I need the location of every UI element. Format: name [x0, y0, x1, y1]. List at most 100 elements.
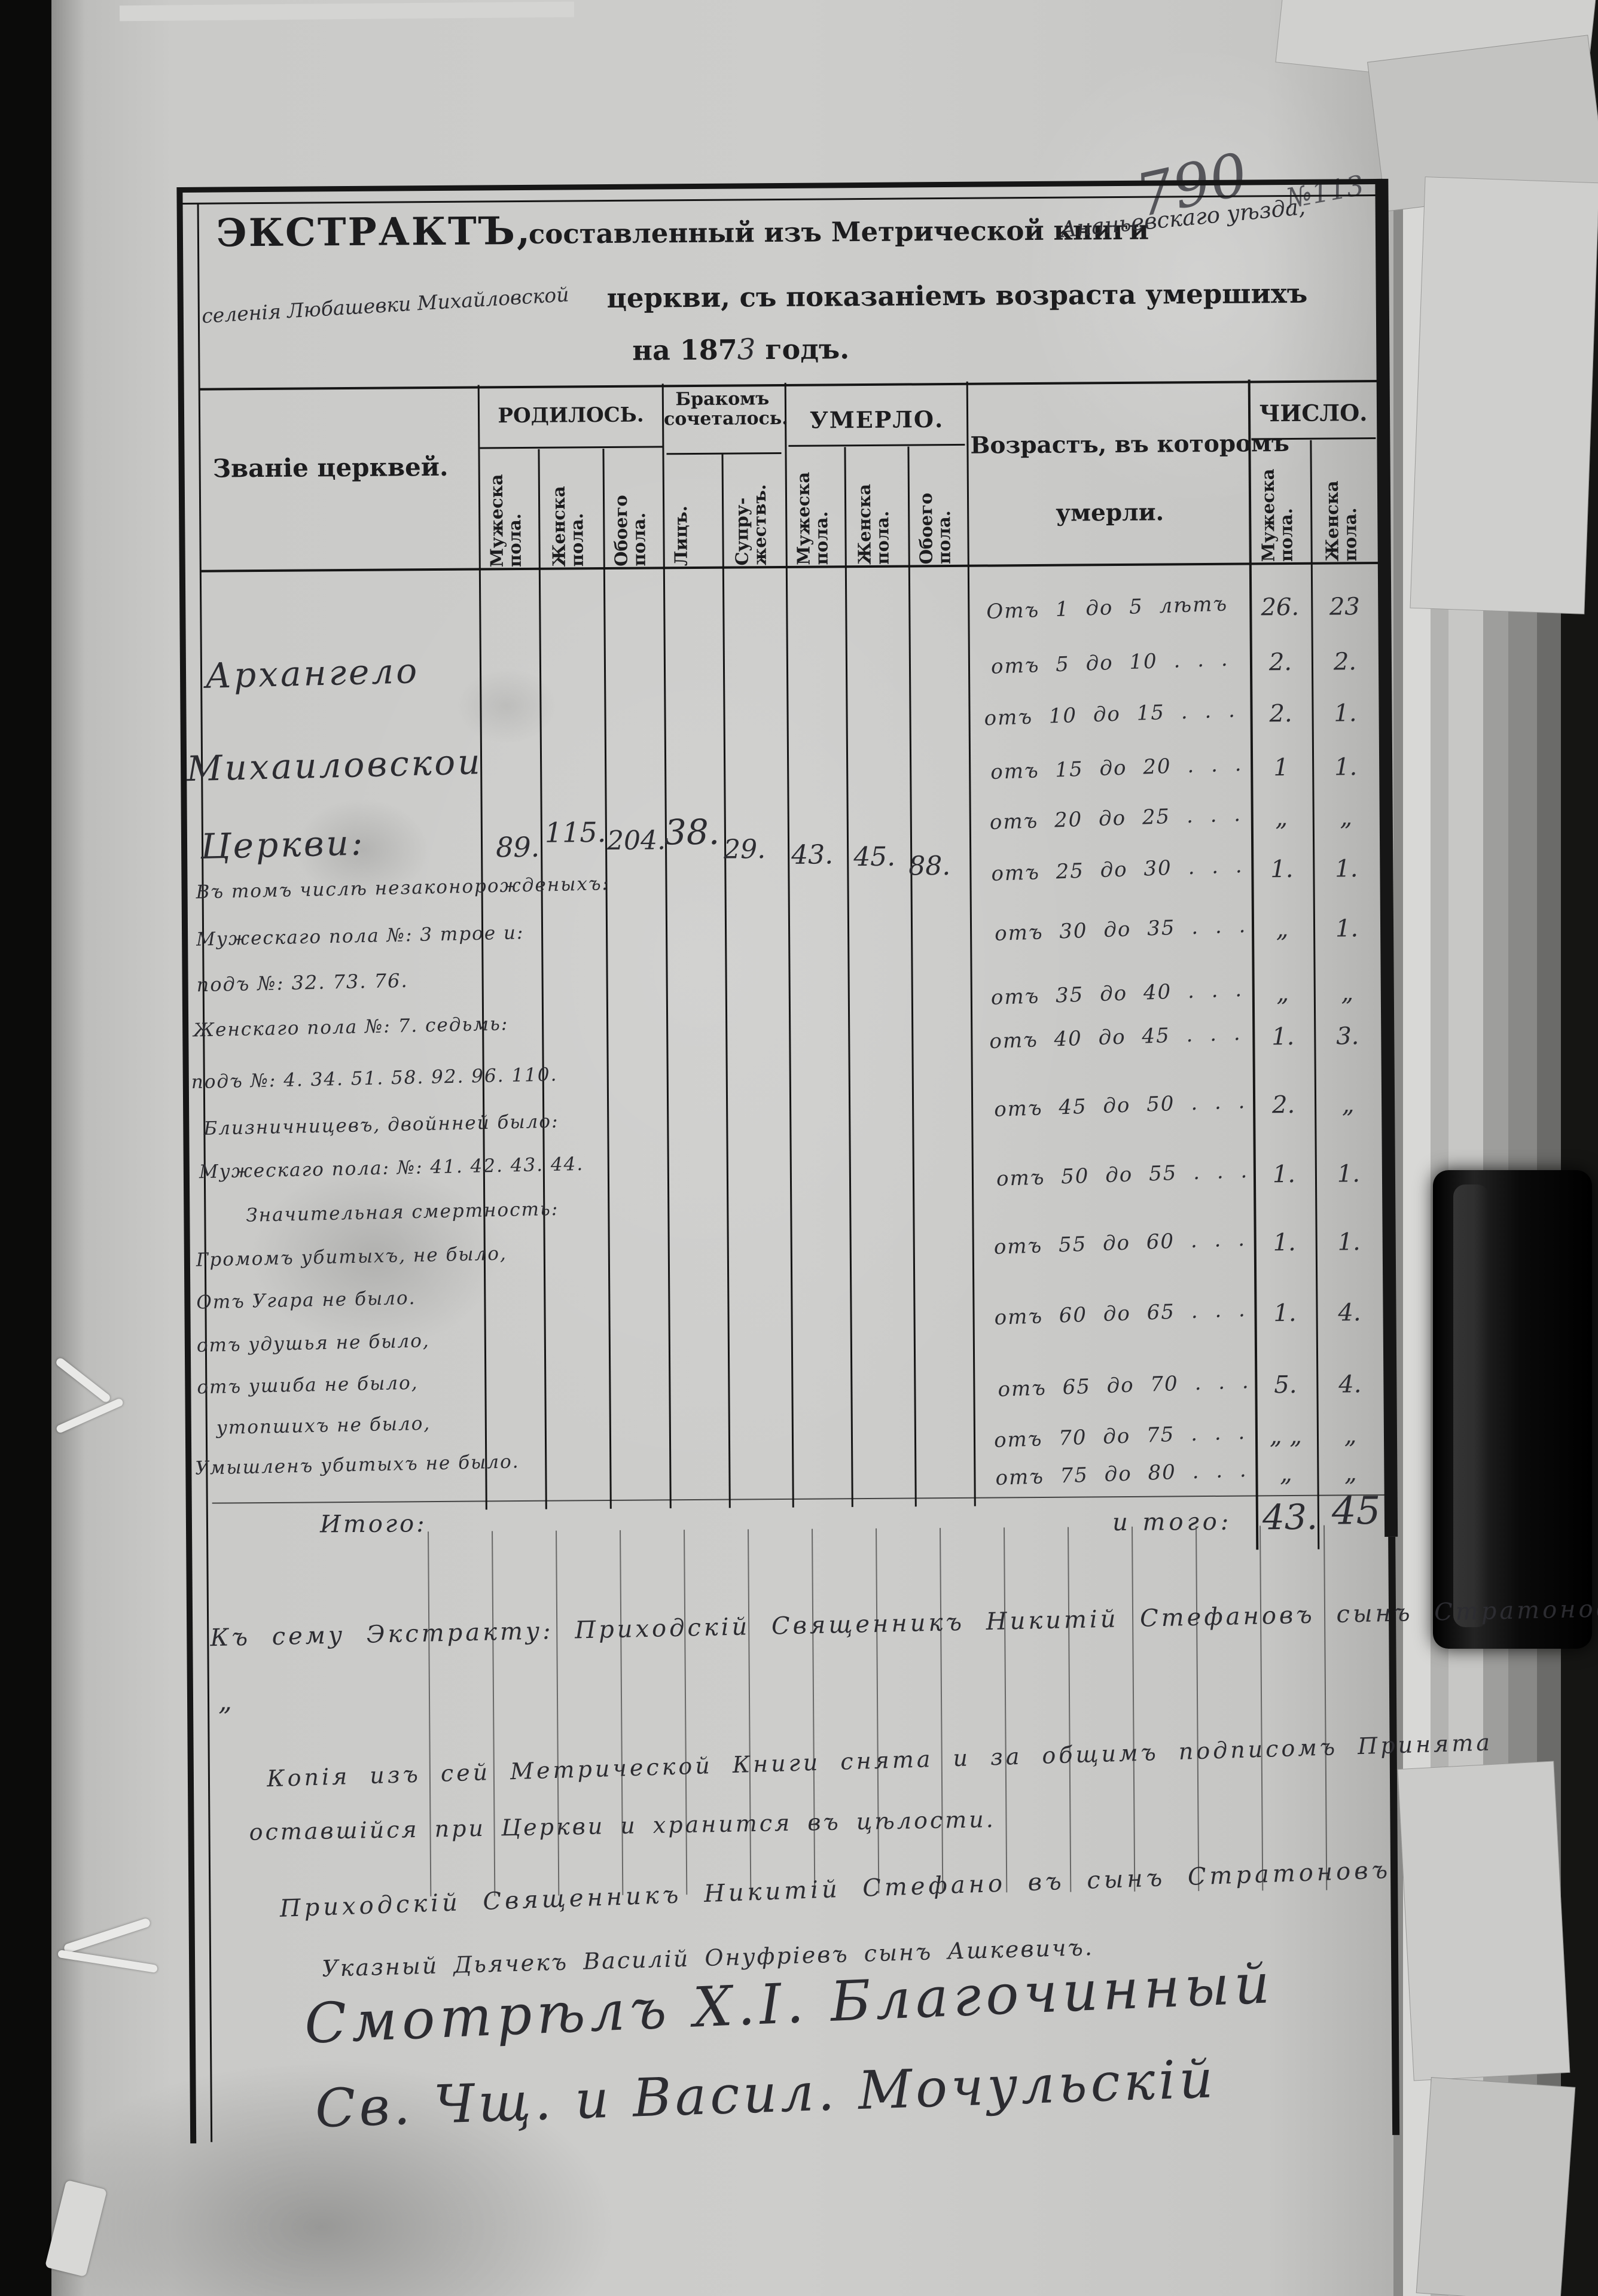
age-row-female-count: „ [1340, 803, 1353, 832]
note-line: отъ ушиба не было, [197, 1372, 419, 1399]
title-year-suffix [755, 333, 765, 366]
column-line [844, 447, 853, 1508]
age-row-female-count: 1. [1335, 855, 1358, 883]
group-header-born: РОДИЛОСЬ. [498, 403, 644, 428]
ruled-line-lower [748, 1529, 752, 1895]
age-row-male-count: 2. [1269, 700, 1292, 728]
age-row-female-count: 1. [1337, 1160, 1361, 1188]
ruled-line-lower [1260, 1525, 1264, 1891]
age-row-female-count: „ [1341, 1091, 1355, 1119]
age-row-label: отъ 45 до 50 . . . [993, 1089, 1246, 1122]
age-row-male-count: 26. [1261, 593, 1300, 622]
note-line: Умышленъ убитыхъ не было. [194, 1451, 520, 1479]
column-line [602, 449, 612, 1509]
age-row-male-count: 1. [1270, 855, 1294, 884]
age-row-female-count: 4. [1338, 1371, 1362, 1399]
group-header-died: УМЕРЛО. [809, 406, 944, 434]
ruled-line-lower [620, 1530, 624, 1895]
summary-value: 88. [908, 851, 951, 882]
note-line: Значительная смертность: [246, 1198, 559, 1226]
table-border-right [1375, 178, 1398, 1537]
sub-column-header: Лицъ. [670, 506, 691, 567]
age-row-label: отъ 60 до 65 . . . [994, 1298, 1247, 1330]
title-year-digit-handwritten: 3 [737, 333, 756, 367]
age-row-label: отъ 75 до 80 . . . [995, 1458, 1248, 1491]
summary-value: 43. [791, 839, 834, 870]
note-line: Въ томъ числѣ незаконорожденыхъ: [196, 873, 610, 903]
column-line [721, 453, 731, 1508]
age-row-label: отъ 40 до 45 . . . [989, 1021, 1242, 1054]
age-row-female-count: „ [1344, 1421, 1357, 1450]
summary-value: 115. [544, 816, 606, 849]
ruled-line-lower [940, 1528, 944, 1893]
age-row-label: отъ 55 до 60 . . . [993, 1227, 1246, 1260]
age-row-female-count: 1. [1337, 1228, 1361, 1256]
age-row-female-count: 2. [1333, 648, 1357, 676]
title-extract: ЭКСТРАКТЪ, [216, 208, 532, 256]
church-name-line: Церкви: [200, 822, 366, 867]
ruled-line-lower [1132, 1526, 1136, 1892]
table-border-left [176, 187, 197, 2143]
age-row-male-count: „ [1276, 979, 1289, 1007]
age-row-label: Отъ 1 до 5 лѣтъ [986, 592, 1228, 624]
age-row-male-count: 1. [1271, 1022, 1295, 1051]
age-row-male-count: 2. [1271, 1091, 1295, 1119]
summary-value: 204. [606, 825, 666, 857]
age-row-male-count: 5. [1274, 1371, 1297, 1399]
age-row-label: отъ 15 до 20 . . . [990, 752, 1243, 785]
age-row-male-count: „ [1276, 915, 1289, 943]
note-line: подъ №: 4. 34. 51. 58. 92. 96. 110. [191, 1064, 558, 1094]
title-year-line: на 1873 годъ. [632, 332, 849, 367]
ruled-line-lower [876, 1528, 880, 1893]
age-row-male-count: „ [1275, 804, 1288, 832]
note-line: утопшихъ не было, [216, 1412, 431, 1439]
ruled-line-lower [492, 1531, 496, 1896]
sub-column-header: Мужеска пола. [486, 474, 526, 568]
group-header-count: ЧИСЛО. [1259, 399, 1368, 427]
age-row-label: отъ 10 до 15 . . . [984, 698, 1237, 731]
sub-column-header: Мужеска пола. [1257, 468, 1297, 562]
summary-value: 29. [723, 834, 766, 865]
sub-column-header: Обоего пола. [610, 495, 650, 567]
sub-column-header: Мужеска пола. [792, 471, 832, 565]
age-row-male-count: „ „ [1269, 1421, 1303, 1450]
ruled-line-lower [1196, 1526, 1200, 1892]
summary-value: 89. [495, 830, 540, 864]
title-year-prefix: на 187 [632, 333, 737, 367]
age-row-label: отъ 50 до 55 . . . [996, 1159, 1249, 1191]
title-year-word: годъ. [765, 333, 850, 366]
binder-clip-highlight [1453, 1184, 1489, 1627]
total-female-value: 45 [1331, 1489, 1381, 1534]
note-line: Громомъ убитыхъ, не было, [196, 1243, 508, 1271]
ruled-line-lower [812, 1528, 816, 1894]
sub-column-header: Супру- жествъ. [731, 484, 771, 566]
age-row-female-count: „ [1341, 979, 1354, 1007]
total-male-value: 43. [1262, 1496, 1318, 1538]
header-top-rule [199, 379, 1379, 391]
column-line [538, 449, 547, 1509]
signature-mochulsky: Св. Чщ. и Васил. Мочульскій [314, 2048, 1218, 2140]
ruled-line-lower [1068, 1527, 1072, 1892]
total-row-rule [212, 1494, 1386, 1504]
note-line: Близничницевъ, двойнней было: [203, 1110, 559, 1140]
sub-column-header: Женска пола. [548, 486, 588, 567]
age-row-female-count: 23 [1329, 593, 1360, 621]
age-row-label: отъ 30 до 35 . . . [994, 913, 1247, 946]
age-row-female-count: 4. [1338, 1299, 1361, 1327]
column-header-age-line1: Возрастъ, въ которомъ [970, 430, 1289, 459]
note-line: Мужескаго пола №: 3 трое и: [196, 922, 524, 951]
column-line [966, 381, 976, 1506]
column-header-church: Званіе церквей. [212, 452, 449, 483]
column-line [907, 446, 917, 1507]
note-line: Мужескаго пола: №: 41. 42. 43. 44. [199, 1153, 584, 1183]
age-row-label: отъ 65 до 70 . . . [997, 1369, 1251, 1402]
total-label-left: Итого: [319, 1510, 427, 1539]
column-line [784, 382, 794, 1508]
church-name-line: Михаиловскои [186, 741, 483, 790]
church-name-line: Архангело [205, 650, 420, 696]
title-line1-printed: составленный изъ Метрической книги [528, 214, 1149, 250]
header-bottom-rule [200, 561, 1380, 573]
note-line: Отъ Угара не было. [196, 1287, 416, 1314]
ruled-line-lower [556, 1530, 560, 1896]
